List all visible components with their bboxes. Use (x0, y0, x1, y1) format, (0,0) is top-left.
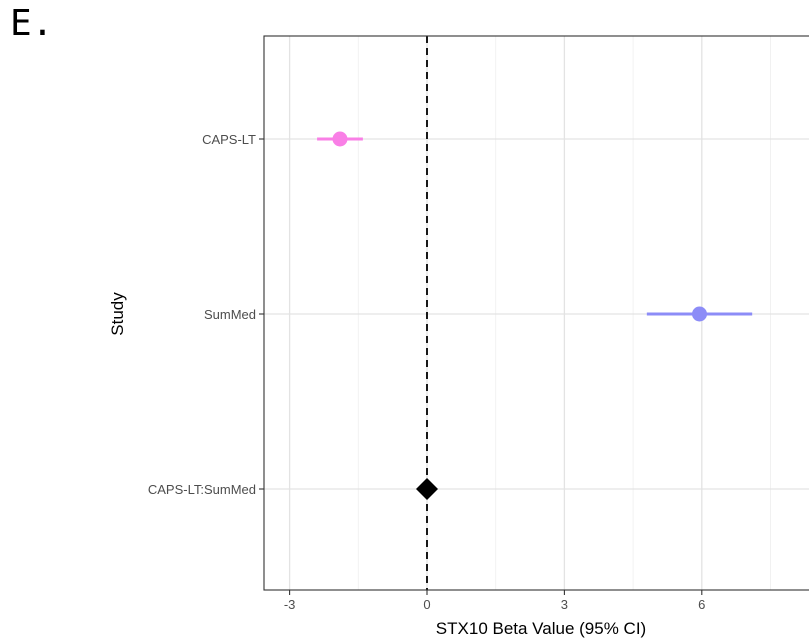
x-tick-label: 6 (698, 597, 705, 612)
y-axis-title: Study (108, 292, 127, 336)
x-axis-ticks: -3 0 3 6 (284, 590, 705, 612)
y-axis-ticks: CAPS-LT SumMed CAPS-LT:SumMed (148, 132, 264, 497)
minor-gridlines (357, 36, 771, 590)
y-tick-label: CAPS-LT:SumMed (148, 482, 256, 497)
estimate-point (692, 306, 708, 322)
panel-label: E. (10, 3, 54, 44)
y-tick-label: CAPS-LT (202, 132, 256, 147)
panel-border (263, 35, 809, 591)
x-tick-label: -3 (284, 597, 296, 612)
data-marks (317, 131, 753, 500)
y-tick-label: SumMed (204, 307, 256, 322)
estimate-point (332, 131, 348, 147)
x-axis-title: STX10 Beta Value (95% CI) (436, 619, 646, 638)
x-tick-label: 3 (561, 597, 568, 612)
estimate-diamond (416, 478, 438, 500)
x-tick-label: 0 (423, 597, 430, 612)
